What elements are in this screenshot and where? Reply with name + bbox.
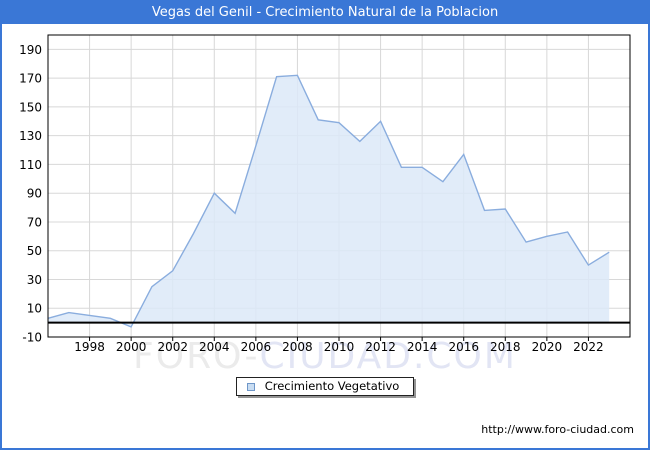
chart-title: Vegas del Genil - Crecimiento Natural de… bbox=[151, 5, 499, 20]
y-tick-label: 150 bbox=[19, 100, 42, 114]
x-tick-label: 2022 bbox=[573, 340, 604, 354]
x-tick-label: 2020 bbox=[532, 340, 563, 354]
legend-box: Crecimiento Vegetativo bbox=[235, 377, 415, 396]
x-tick-label: 1998 bbox=[74, 340, 105, 354]
plot-border bbox=[47, 34, 631, 338]
legend: Crecimiento Vegetativo bbox=[2, 377, 648, 396]
area-series-fill bbox=[48, 75, 610, 327]
x-tick-label: 2000 bbox=[116, 340, 147, 354]
x-tick-label: 2010 bbox=[324, 340, 355, 354]
site-url: http://www.foro-ciudad.com bbox=[481, 423, 634, 436]
y-tick-label: 110 bbox=[19, 158, 42, 172]
x-tick-label: 2014 bbox=[407, 340, 438, 354]
y-tick-label: 190 bbox=[19, 43, 42, 57]
x-tick-label: 2004 bbox=[199, 340, 230, 354]
y-tick-label: 50 bbox=[27, 244, 42, 258]
x-tick-label: 2008 bbox=[282, 340, 313, 354]
legend-label: Crecimiento Vegetativo bbox=[264, 379, 400, 393]
y-tick-label: 10 bbox=[27, 302, 42, 316]
x-tick-label: 2018 bbox=[490, 340, 521, 354]
y-tick-label: 70 bbox=[27, 215, 42, 229]
y-tick-label: 170 bbox=[19, 72, 42, 86]
y-tick-label: 30 bbox=[27, 273, 42, 287]
chart-title-bar: Vegas del Genil - Crecimiento Natural de… bbox=[2, 2, 648, 24]
x-tick-label: 2006 bbox=[241, 340, 272, 354]
y-tick-label: -10 bbox=[22, 331, 42, 345]
area-series-line bbox=[47, 74, 610, 328]
legend-swatch-icon bbox=[246, 382, 255, 391]
y-tick-label: 90 bbox=[27, 187, 42, 201]
y-tick-label: 130 bbox=[19, 129, 42, 143]
x-tick-label: 2016 bbox=[448, 340, 479, 354]
x-tick-label: 2002 bbox=[157, 340, 188, 354]
x-tick-label: 2012 bbox=[365, 340, 396, 354]
